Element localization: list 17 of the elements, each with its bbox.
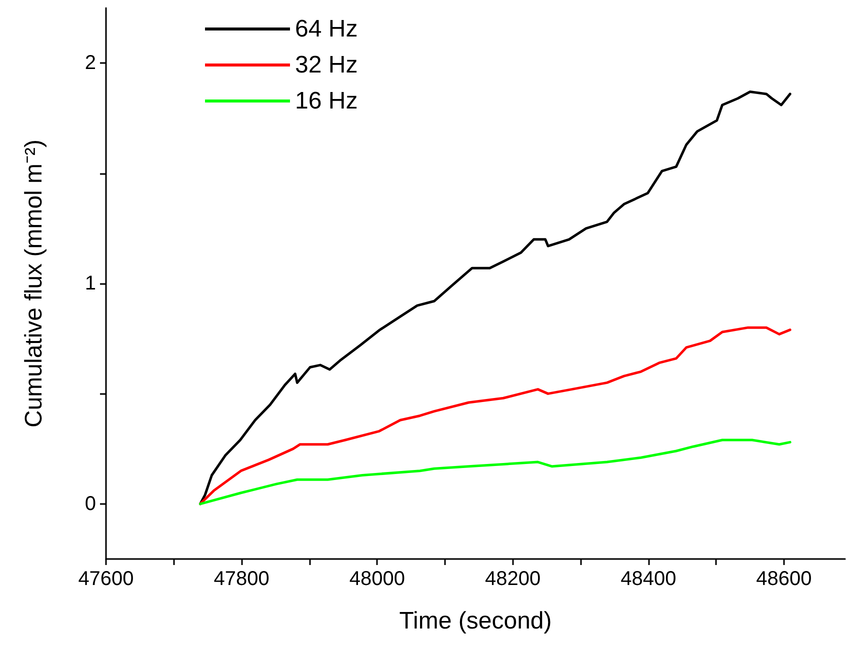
x-tick-label: 48200	[484, 568, 541, 590]
x-tick-label: 48000	[349, 568, 406, 590]
legend-label: 64 Hz	[295, 16, 358, 42]
y-tick-label: 2	[84, 52, 96, 74]
line-series	[198, 326, 792, 506]
legend-label: 32 Hz	[295, 52, 358, 78]
x-tick-label: 48400	[620, 568, 676, 590]
y-tick-label: 1	[84, 272, 96, 294]
x-tick-label: 48600	[756, 568, 812, 590]
y-tick-label: 0	[84, 492, 96, 515]
x-tick-label: 47800	[214, 568, 270, 590]
legend-label: 16 Hz	[295, 88, 358, 114]
x-axis-title: Time (second)	[399, 608, 552, 634]
y-axis-title: Cumulative flux (mmol m⁻²)	[20, 139, 48, 428]
line-series	[198, 90, 792, 506]
line-series	[198, 438, 792, 506]
x-tick-label: 47600	[78, 568, 134, 590]
